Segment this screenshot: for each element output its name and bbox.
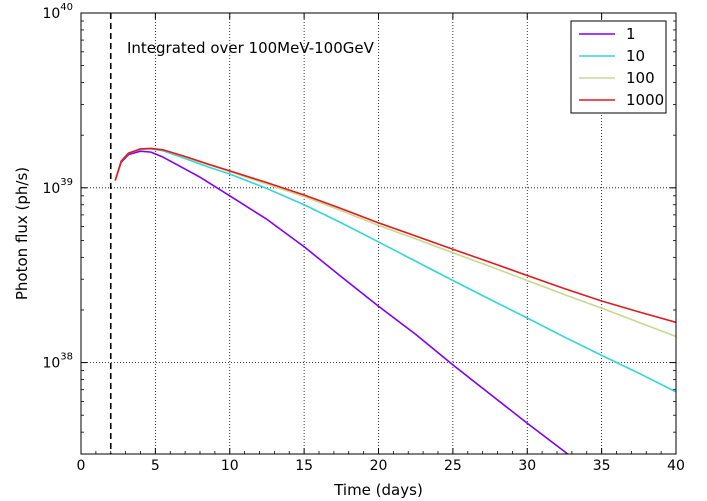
y-tick-exponent: 38	[60, 352, 73, 363]
y-axis-label: Photon flux (ph/s)	[13, 167, 31, 300]
legend: 1 10 100 1000	[570, 20, 667, 114]
x-tick-label: 10	[221, 458, 239, 474]
grid	[81, 13, 676, 454]
x-tick-label: 40	[667, 458, 685, 474]
y-tick-base: 10	[42, 6, 60, 22]
y-tick-base: 10	[42, 356, 60, 372]
x-tick-label: 20	[370, 458, 388, 474]
y-tick-label: 1039	[42, 177, 73, 197]
legend-label: 100	[626, 69, 655, 87]
x-axis-label: Time (days)	[333, 481, 423, 499]
x-tick-label: 30	[518, 458, 536, 474]
series-line-1	[114, 150, 569, 454]
legend-box	[570, 20, 667, 114]
x-tick-label: 0	[77, 458, 86, 474]
y-tick-exponent: 39	[60, 177, 73, 188]
x-tick-label: 35	[593, 458, 611, 474]
series-layer	[114, 147, 676, 454]
x-tick-label: 15	[295, 458, 313, 474]
y-tick-exponent: 40	[60, 2, 73, 13]
series-line-1000	[114, 147, 676, 324]
ticks	[80, 12, 677, 454]
legend-label: 10	[626, 47, 645, 65]
legend-label: 1	[626, 25, 636, 43]
x-tick-label: 5	[151, 458, 160, 474]
chart-annotation: Integrated over 100MeV-100GeV	[127, 39, 375, 57]
x-tick-label: 25	[444, 458, 462, 474]
legend-label: 1000	[626, 91, 664, 109]
y-tick-base: 10	[42, 181, 60, 197]
y-tick-label: 1040	[42, 2, 73, 22]
x-tick-labels: 0 5 10 15 20 25 30 35 40	[77, 458, 685, 474]
y-tick-label: 1038	[42, 352, 73, 372]
